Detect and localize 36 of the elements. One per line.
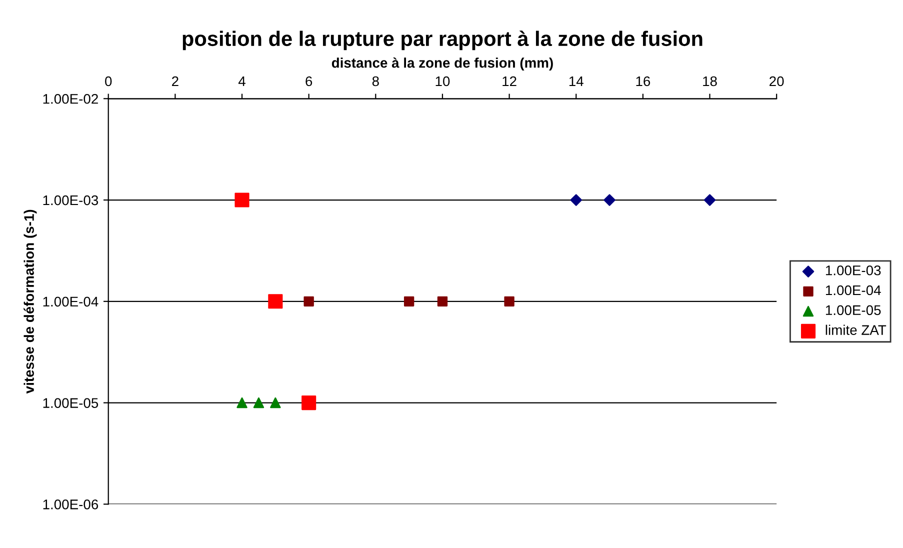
point [704,194,716,206]
y-tick-label: 1.00E-02 [43,94,98,104]
x-tick-label: 18 [703,76,717,86]
y-tick-label: 1.00E-05 [43,398,98,408]
x-tick-label: 0 [105,76,112,86]
x-tick-label: 10 [436,76,450,86]
x-tick-label: 16 [636,76,650,86]
x-tick-label: 4 [238,76,246,86]
point [404,296,414,306]
x-tick-label: 8 [372,76,379,86]
point [570,194,582,206]
point [504,296,514,306]
y-tick-label: 1.00E-06 [43,499,98,510]
legend-label: 1.00E-03 [826,265,881,276]
legend-label: 1.00E-04 [826,285,881,296]
point [302,395,316,410]
point [234,192,250,208]
y-tick-label: 1.00E-04 [43,296,98,307]
point [268,294,283,309]
x-tick-label: 12 [502,76,516,86]
x-axis-title: distance à la zone de fusion (mm) [332,57,553,71]
y-axis-title: vitesse de déformation (s-1) [24,210,37,394]
legend-label: limite ZAT [826,324,886,335]
point [236,397,248,408]
x-tick-label: 6 [306,76,312,86]
x-tick-label: 2 [172,76,178,86]
legend-label: 1.00E-05 [826,305,881,316]
chart-title: position de la rupture par rapport à la zone de fusion [182,30,702,50]
point [270,397,281,408]
y-tick-label: 1.00E-03 [43,195,98,206]
point [437,296,448,306]
x-tick-label: 14 [569,76,584,86]
point [304,296,314,306]
x-tick-label: 20 [770,76,784,86]
point [253,397,264,408]
point [604,194,616,206]
